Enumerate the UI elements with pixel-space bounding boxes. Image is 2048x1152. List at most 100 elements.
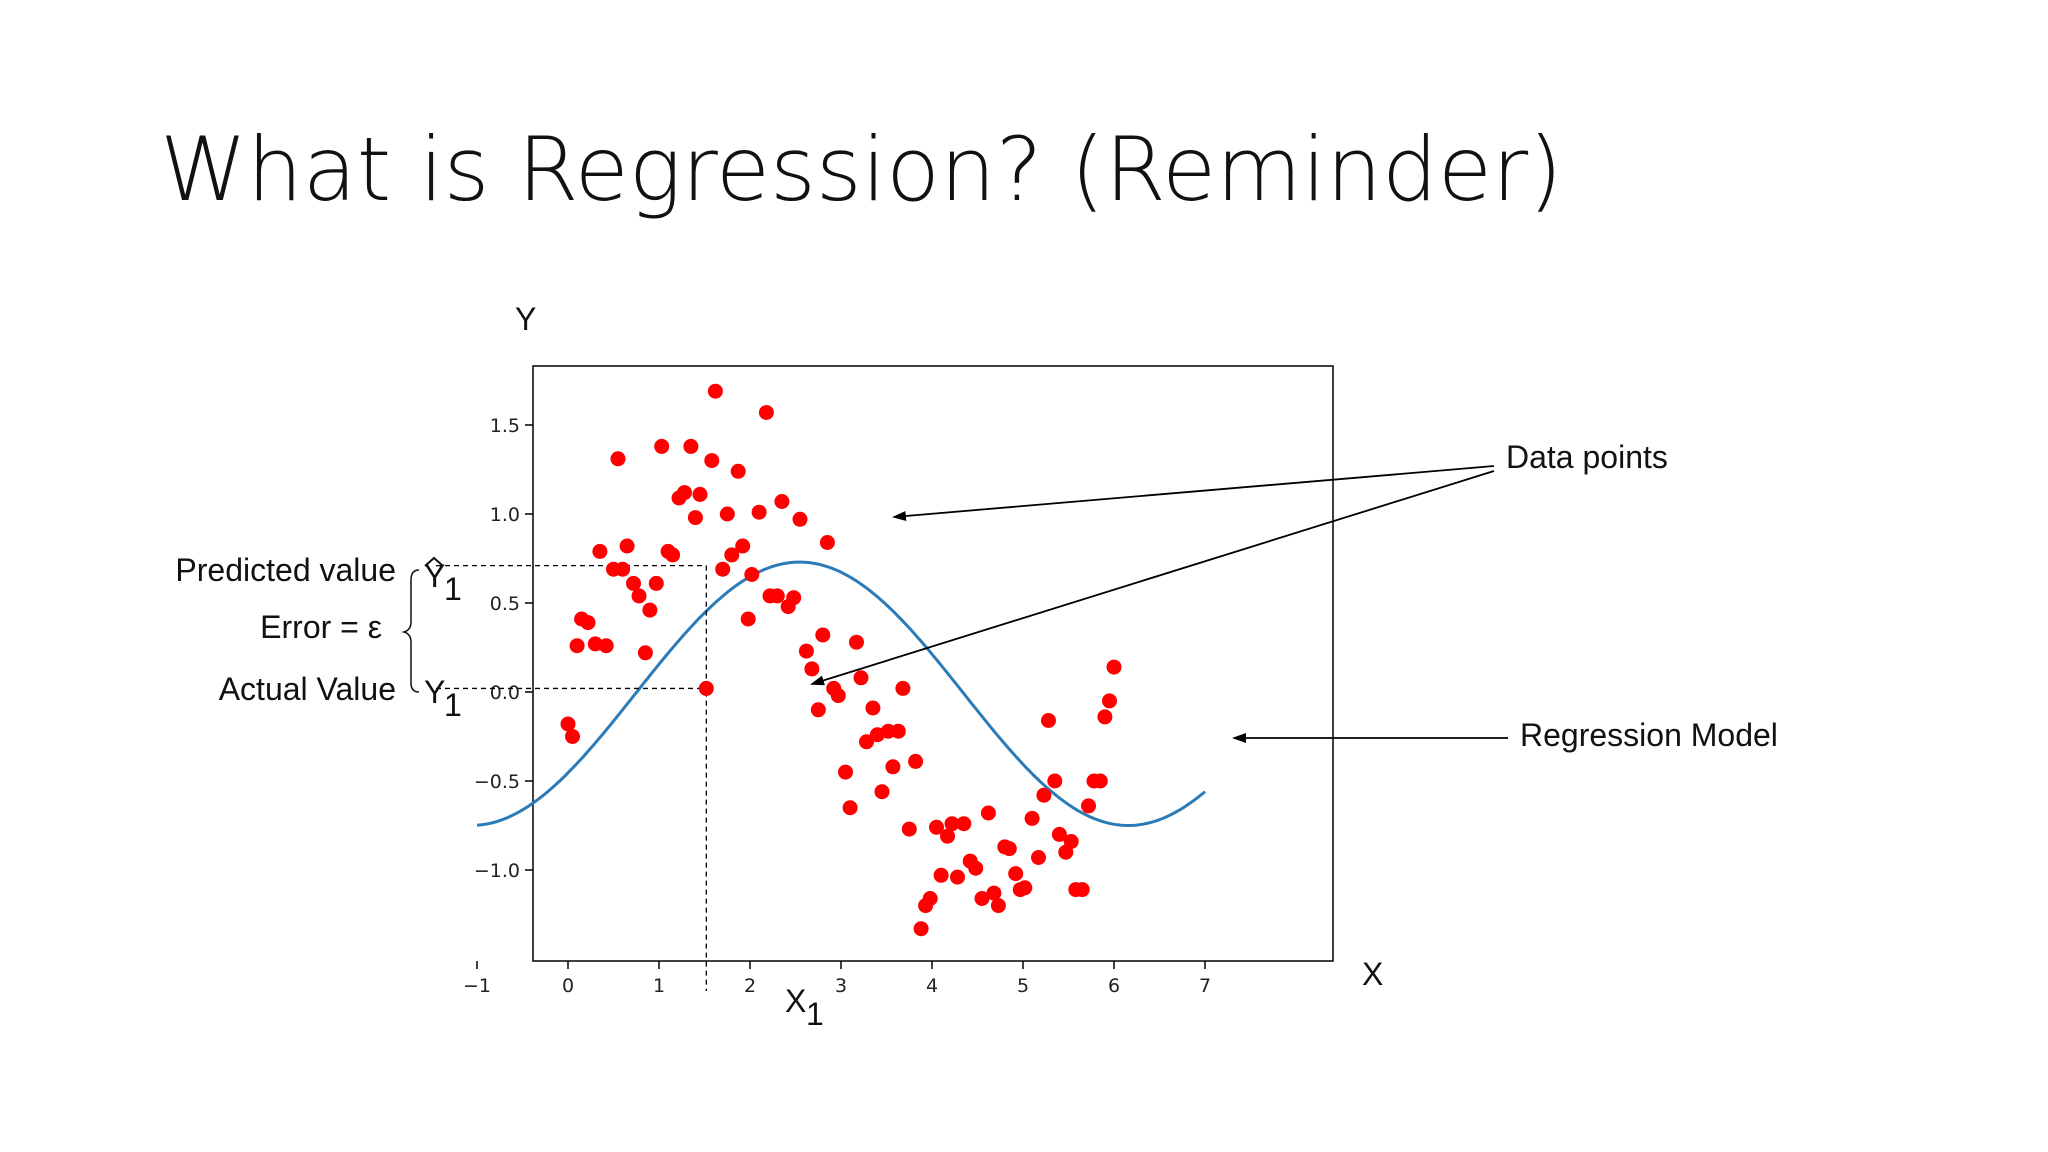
data-point bbox=[980, 805, 996, 821]
data-point bbox=[874, 784, 890, 800]
data-point bbox=[642, 602, 658, 618]
data-point bbox=[853, 670, 869, 686]
data-point bbox=[744, 567, 760, 582]
data-point bbox=[1001, 841, 1017, 857]
data-point bbox=[1106, 659, 1122, 675]
data-points-arrow-2 bbox=[810, 470, 1495, 686]
y-tick-label: −0.5 bbox=[474, 771, 520, 793]
y1-label: Y bbox=[424, 674, 445, 710]
y-axis-label: Y bbox=[515, 301, 536, 337]
data-point bbox=[648, 575, 664, 591]
data-point bbox=[792, 511, 808, 527]
data-point bbox=[913, 921, 929, 937]
data-point bbox=[815, 627, 831, 643]
data-point bbox=[1047, 773, 1063, 789]
data-point bbox=[1092, 773, 1108, 789]
data-point bbox=[1008, 866, 1024, 882]
data-point bbox=[908, 753, 924, 769]
data-point bbox=[849, 634, 864, 650]
data-point bbox=[677, 485, 692, 501]
x-tick-label: 7 bbox=[1199, 975, 1211, 997]
data-point bbox=[804, 661, 820, 677]
x-tick-label: −1 bbox=[463, 975, 491, 997]
data-point bbox=[665, 547, 681, 563]
data-point bbox=[707, 383, 723, 399]
data-point bbox=[1024, 810, 1040, 826]
data-point bbox=[819, 535, 835, 550]
data-point bbox=[940, 828, 955, 844]
data-point bbox=[774, 494, 790, 509]
data-point bbox=[637, 645, 653, 661]
data-point bbox=[922, 891, 938, 906]
x-tick-label: 6 bbox=[1108, 975, 1120, 997]
data-point bbox=[859, 734, 874, 750]
x-tick-label: 5 bbox=[1017, 975, 1029, 997]
data-point bbox=[724, 547, 740, 563]
data-point bbox=[956, 816, 972, 832]
y-hat-subscript: 1 bbox=[444, 571, 462, 607]
data-point bbox=[798, 643, 814, 659]
x-tick-label: 4 bbox=[926, 975, 938, 997]
data-point bbox=[1031, 850, 1046, 865]
data-point bbox=[1036, 787, 1052, 803]
data-point bbox=[1051, 826, 1067, 842]
data-point bbox=[598, 638, 614, 654]
data-point bbox=[715, 561, 731, 577]
data-point bbox=[626, 575, 641, 591]
data-point bbox=[944, 816, 960, 832]
data-point bbox=[692, 486, 708, 502]
data-point bbox=[1017, 880, 1033, 896]
data-point bbox=[865, 700, 881, 716]
data-point bbox=[986, 885, 1002, 901]
data-point bbox=[1074, 882, 1090, 898]
y-tick-label: 1.0 bbox=[490, 504, 520, 526]
data-point bbox=[580, 615, 596, 631]
data-point bbox=[810, 702, 826, 718]
data-point bbox=[895, 680, 911, 696]
x1-label: X bbox=[785, 983, 806, 1019]
data-point bbox=[1081, 798, 1096, 814]
data-point bbox=[631, 588, 647, 604]
data-points-label: Data points bbox=[1506, 439, 1668, 475]
data-point bbox=[751, 504, 767, 520]
data-point bbox=[735, 538, 751, 554]
x-tick-label: 3 bbox=[835, 975, 847, 997]
data-point bbox=[565, 729, 580, 744]
data-point bbox=[698, 680, 714, 696]
predicted-value-label: Predicted value bbox=[175, 552, 396, 588]
error-label: Error = ε bbox=[260, 609, 382, 645]
y-hat-label: Y bbox=[424, 558, 445, 594]
y-tick-label: −1.0 bbox=[474, 860, 520, 882]
data-point bbox=[890, 723, 906, 739]
y-tick-label: 0.0 bbox=[490, 682, 520, 704]
data-point bbox=[929, 819, 944, 835]
x-tick-label: 2 bbox=[744, 975, 756, 997]
data-point bbox=[950, 869, 965, 885]
data-point bbox=[990, 898, 1006, 914]
data-point bbox=[730, 463, 746, 479]
data-point bbox=[1102, 693, 1117, 709]
data-point bbox=[786, 590, 802, 606]
data-point bbox=[830, 688, 846, 704]
y1-subscript: 1 bbox=[444, 687, 462, 723]
data-point bbox=[610, 451, 626, 467]
slide-title: What is Regression? (Reminder) bbox=[160, 118, 1563, 221]
data-point bbox=[842, 800, 858, 816]
plot-frame bbox=[532, 365, 1334, 962]
data-point bbox=[615, 561, 631, 577]
data-point bbox=[704, 453, 720, 469]
data-point bbox=[901, 821, 917, 837]
data-point bbox=[592, 543, 608, 559]
data-point bbox=[933, 867, 949, 883]
x-tick-label: 0 bbox=[562, 975, 574, 997]
data-points-arrow-1 bbox=[892, 465, 1495, 521]
data-point bbox=[1063, 834, 1079, 849]
error-bracket bbox=[401, 569, 420, 693]
data-point bbox=[719, 506, 735, 522]
data-point bbox=[683, 438, 699, 454]
data-point bbox=[974, 891, 990, 906]
data-point bbox=[1097, 709, 1113, 725]
actual-value-label: Actual Value bbox=[219, 671, 396, 707]
y-tick-label: 1.5 bbox=[490, 415, 520, 437]
